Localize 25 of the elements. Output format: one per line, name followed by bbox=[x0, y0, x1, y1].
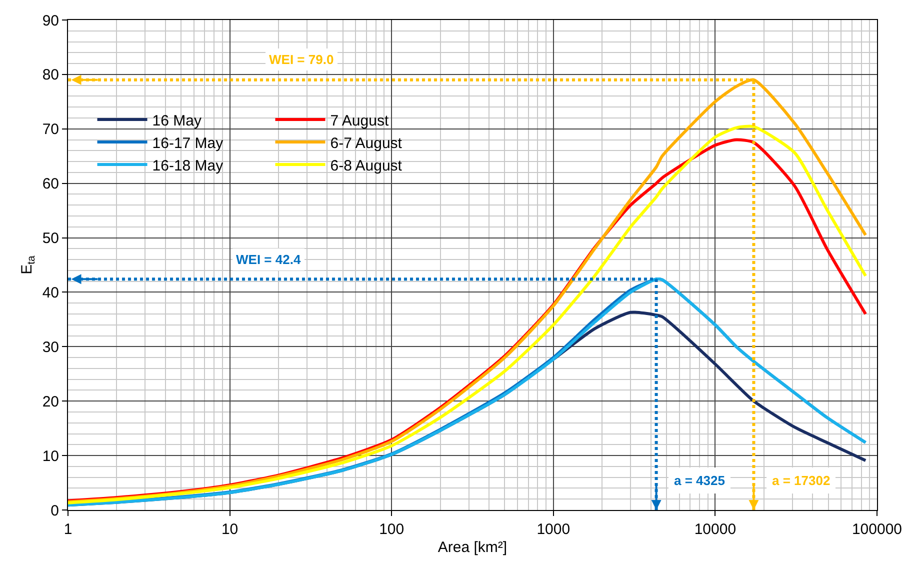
y-tick-label: 50 bbox=[42, 230, 59, 248]
ref-line-label: WEI = 42.4 bbox=[236, 252, 302, 267]
x-tick-label: 10 bbox=[221, 521, 238, 538]
y-tick-label: 10 bbox=[42, 448, 59, 465]
y-tick-label: 70 bbox=[42, 121, 59, 138]
legend-label: 16 May bbox=[152, 112, 202, 130]
x-tick-label: 100 bbox=[379, 521, 404, 538]
x-axis-title: Area [km²] bbox=[438, 539, 508, 556]
y-tick-label: 40 bbox=[42, 284, 59, 302]
ref-line-label: a = 4325 bbox=[674, 473, 725, 488]
ref-line-label: WEI = 79.0 bbox=[269, 52, 334, 67]
legend-label: 16-17 May bbox=[152, 134, 224, 152]
y-tick-label: 20 bbox=[42, 393, 59, 410]
ref-line-label: a = 17302 bbox=[772, 473, 830, 488]
y-tick-label: 0 bbox=[50, 502, 59, 520]
legend-label: 7 August bbox=[330, 112, 390, 130]
x-tick-label: 100000 bbox=[852, 521, 902, 538]
y-tick-label: 90 bbox=[42, 12, 59, 30]
x-tick-label: 10000 bbox=[694, 521, 736, 538]
y-tick-label: 30 bbox=[42, 338, 59, 356]
y-tick-label: 60 bbox=[42, 176, 59, 193]
x-tick-label: 1 bbox=[64, 521, 72, 538]
x-tick-label: 1000 bbox=[536, 521, 570, 538]
y-tick-label: 80 bbox=[42, 66, 59, 84]
legend-label: 16-18 May bbox=[152, 157, 224, 174]
